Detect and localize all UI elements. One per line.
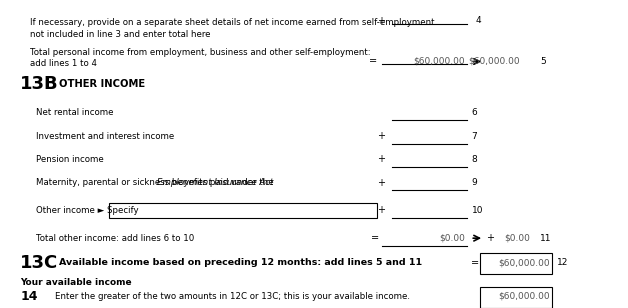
Text: not included in line 3 and enter total here: not included in line 3 and enter total h… <box>30 30 210 39</box>
Text: 13B: 13B <box>20 75 59 93</box>
Bar <box>109 203 377 218</box>
Text: Available income based on preceding 12 months: add lines 5 and 11: Available income based on preceding 12 m… <box>59 258 422 267</box>
Text: =: = <box>369 56 377 67</box>
Text: 7: 7 <box>472 132 477 140</box>
Text: Maternity, parental or sickness benefits paid under the: Maternity, parental or sickness benefits… <box>36 178 276 187</box>
Text: Net rental income: Net rental income <box>36 108 113 117</box>
Text: Investment and interest income: Investment and interest income <box>36 132 174 140</box>
Text: If necessary, provide on a separate sheet details of net income earned from self: If necessary, provide on a separate shee… <box>30 18 434 27</box>
Text: 14: 14 <box>20 290 38 303</box>
Text: Pension income: Pension income <box>36 155 104 164</box>
Text: 13C: 13C <box>20 254 58 272</box>
Text: Your available income: Your available income <box>20 278 132 287</box>
Text: 11: 11 <box>540 234 552 243</box>
Text: +: + <box>377 131 386 141</box>
Text: +: + <box>377 154 386 164</box>
Bar <box>480 287 551 308</box>
Bar <box>480 253 551 274</box>
Text: add lines 1 to 4: add lines 1 to 4 <box>30 59 97 68</box>
Text: 12: 12 <box>556 258 568 267</box>
Text: 8: 8 <box>472 155 477 164</box>
Text: $0.00: $0.00 <box>504 234 529 243</box>
Text: =: = <box>471 258 479 268</box>
Text: Other income ► Specify: Other income ► Specify <box>36 206 138 215</box>
Text: Total personal income from employment, business and other self-employment:: Total personal income from employment, b… <box>30 48 370 57</box>
Text: $0.00: $0.00 <box>440 234 465 243</box>
Text: $60,000.00: $60,000.00 <box>498 292 550 301</box>
Text: +: + <box>377 205 386 215</box>
Text: Total other income: add lines 6 to 10: Total other income: add lines 6 to 10 <box>36 234 194 243</box>
Text: +: + <box>486 233 494 243</box>
Text: $60,000.00: $60,000.00 <box>498 258 550 267</box>
Text: Enter the greater of the two amounts in 12C or 13C; this is your available incom: Enter the greater of the two amounts in … <box>55 292 409 301</box>
Text: 10: 10 <box>472 206 483 215</box>
Text: 9: 9 <box>472 178 477 187</box>
Text: OTHER INCOME: OTHER INCOME <box>59 79 145 89</box>
Text: 5: 5 <box>540 57 546 66</box>
Text: Employment Insurance Act: Employment Insurance Act <box>156 178 273 187</box>
Text: $60,000.00: $60,000.00 <box>468 57 521 66</box>
Text: $60,000.00: $60,000.00 <box>414 57 465 66</box>
Text: 6: 6 <box>472 108 477 117</box>
Text: +: + <box>377 178 386 188</box>
Text: =: = <box>371 233 379 243</box>
Text: 4: 4 <box>475 16 481 26</box>
Text: +: + <box>377 16 386 26</box>
